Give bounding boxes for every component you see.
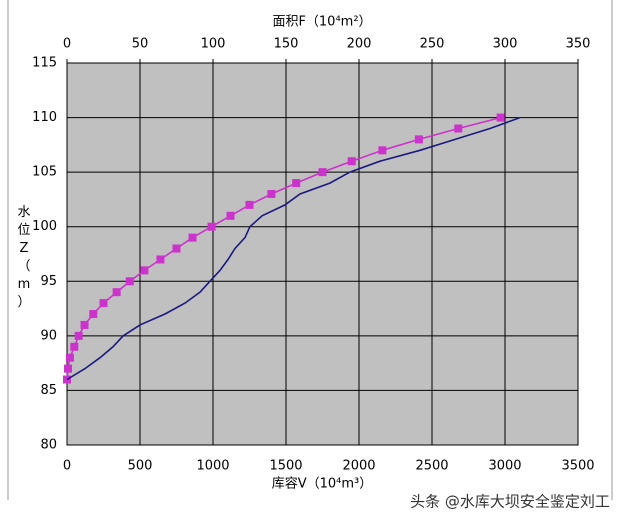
y-tick-label: 90 bbox=[40, 328, 57, 343]
point bbox=[74, 331, 83, 340]
x-tick-label: 0 bbox=[63, 459, 71, 474]
point bbox=[156, 255, 165, 264]
y-tick-label: 110 bbox=[32, 110, 57, 125]
x2-tick-label: 300 bbox=[493, 37, 518, 52]
y-axis-title: 水位 Z （m） bbox=[17, 205, 30, 310]
point bbox=[125, 277, 134, 286]
point bbox=[245, 200, 254, 209]
x-tick-label: 1500 bbox=[269, 459, 302, 474]
x2-tick-label: 50 bbox=[132, 37, 149, 52]
point bbox=[496, 113, 505, 122]
point bbox=[378, 146, 387, 155]
point bbox=[70, 342, 79, 351]
point bbox=[80, 320, 89, 329]
y-tick-label: 85 bbox=[40, 383, 57, 398]
point bbox=[65, 353, 74, 362]
x-tick-label: 500 bbox=[128, 459, 153, 474]
point bbox=[454, 124, 463, 133]
x2-tick-label: 350 bbox=[566, 37, 591, 52]
x2-axis-title: 面积F（10⁴m²） bbox=[272, 15, 371, 30]
point bbox=[99, 299, 108, 308]
y-tick-label: 95 bbox=[40, 274, 57, 289]
point bbox=[226, 211, 235, 220]
x2-tick-label: 150 bbox=[274, 37, 299, 52]
series-line bbox=[66, 116, 521, 381]
point bbox=[292, 179, 301, 188]
point bbox=[112, 288, 121, 297]
point bbox=[64, 364, 73, 373]
x-tick-label: 2000 bbox=[342, 459, 375, 474]
point bbox=[63, 375, 71, 384]
x2-tick-label: 250 bbox=[420, 37, 445, 52]
point bbox=[318, 168, 327, 177]
point bbox=[188, 233, 197, 242]
x-tick-label: 2500 bbox=[415, 459, 448, 474]
x-tick-label: 3500 bbox=[561, 459, 594, 474]
point bbox=[207, 222, 216, 231]
x-tick-label: 3000 bbox=[488, 459, 521, 474]
y-tick-label: 105 bbox=[32, 165, 57, 180]
x2-tick-label: 200 bbox=[347, 37, 372, 52]
point bbox=[89, 310, 98, 319]
y-tick-label: 100 bbox=[32, 219, 57, 234]
point bbox=[267, 189, 276, 198]
point bbox=[347, 157, 356, 166]
watermark: 头条 @水库大坝安全鉴定刘工 bbox=[410, 493, 610, 511]
point bbox=[414, 135, 423, 144]
point bbox=[140, 266, 149, 275]
x-axis-title: 库容V（10⁴m³） bbox=[272, 476, 373, 492]
x-tick-label: 1000 bbox=[196, 459, 229, 474]
y-tick-label: 115 bbox=[32, 56, 57, 71]
x2-tick-label: 100 bbox=[201, 37, 226, 52]
x2-tick-label: 0 bbox=[63, 37, 71, 52]
y-tick-label: 80 bbox=[40, 438, 57, 453]
point bbox=[172, 244, 181, 253]
